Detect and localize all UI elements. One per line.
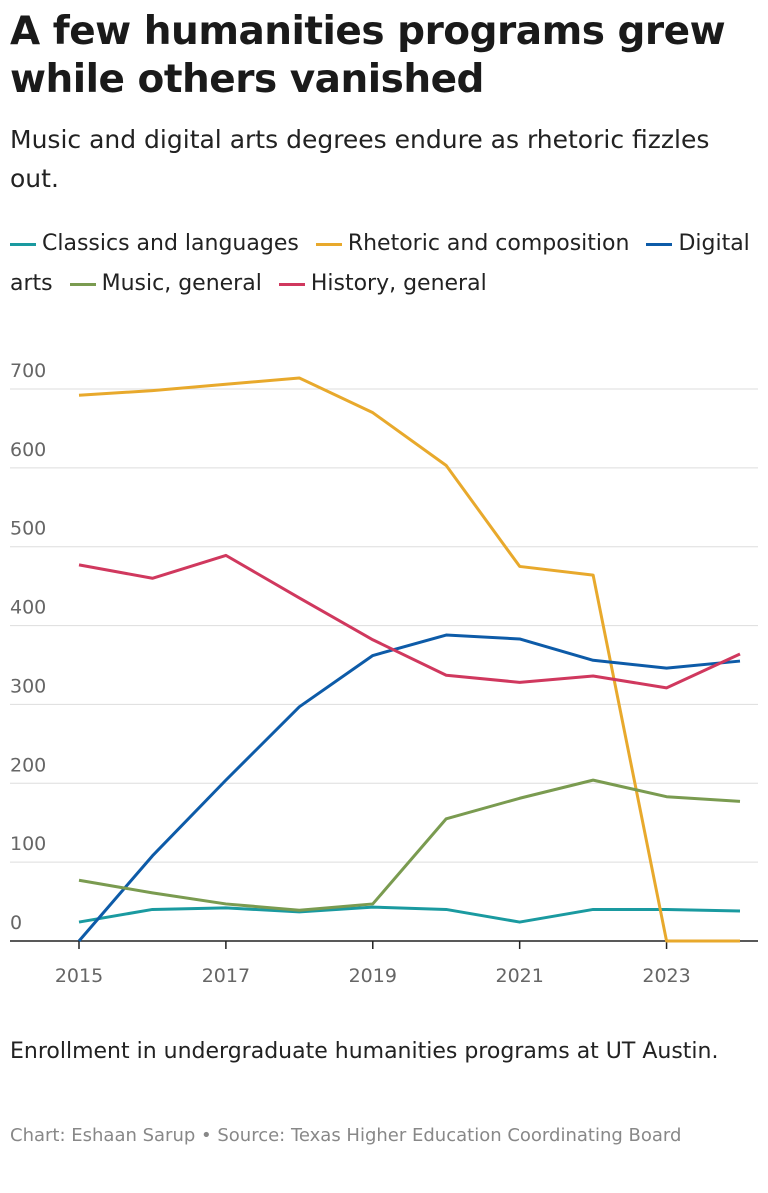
series-line: [77, 633, 741, 942]
y-tick-label: 700: [10, 360, 46, 382]
legend-label: Music, general: [101, 271, 262, 296]
x-tick-label: 2017: [202, 965, 250, 987]
y-tick-label: 600: [10, 439, 46, 461]
chart-title: A few humanities programs grew while oth…: [10, 9, 726, 102]
legend-swatch: [10, 242, 36, 246]
legend: Classics and languages Rhetoric and comp…: [10, 224, 750, 304]
series-line: [78, 376, 740, 943]
series-line: [78, 905, 741, 924]
x-tick-label: 2023: [642, 965, 690, 987]
legend-label: History, general: [310, 271, 487, 296]
legend-swatch: [69, 282, 96, 286]
y-tick-label: 100: [10, 833, 46, 855]
series-line: [78, 778, 741, 912]
legend-label: Classics and languages: [42, 231, 299, 256]
legend-item: Digital arts: [10, 231, 750, 296]
y-tick-label: 200: [10, 754, 46, 776]
legend-item: History, general: [278, 271, 487, 296]
x-tick-label: 2021: [495, 965, 543, 987]
y-tick-label: 0: [10, 912, 22, 934]
legend-label: Rhetoric and composition: [347, 231, 630, 256]
y-tick-label: 400: [10, 597, 46, 619]
chart: 0 100 200 300 400 500 600 700 2015 2017 2019 2021 20…: [10, 360, 758, 987]
x-tick-label: 2019: [349, 965, 397, 987]
legend-swatch: [315, 242, 342, 246]
source: Chart: Eshaan Sarup • Source: Texas High…: [10, 1125, 682, 1146]
legend-item: Rhetoric and composition: [315, 231, 630, 256]
x-tick-label: 2015: [55, 965, 103, 987]
chart-subtitle: Music and digital arts degrees endure as…: [10, 125, 710, 193]
legend-item: Music, general: [69, 271, 262, 296]
legend-swatch: [646, 242, 673, 246]
series-line: [78, 553, 741, 690]
legend-label: Digital arts: [10, 231, 750, 296]
legend-item: Classics and languages: [10, 231, 299, 256]
y-tick-label: 500: [10, 518, 46, 540]
caption: Enrollment in undergraduate humanities p…: [10, 1039, 719, 1064]
legend-swatch: [278, 282, 305, 286]
y-tick-label: 300: [10, 675, 46, 697]
